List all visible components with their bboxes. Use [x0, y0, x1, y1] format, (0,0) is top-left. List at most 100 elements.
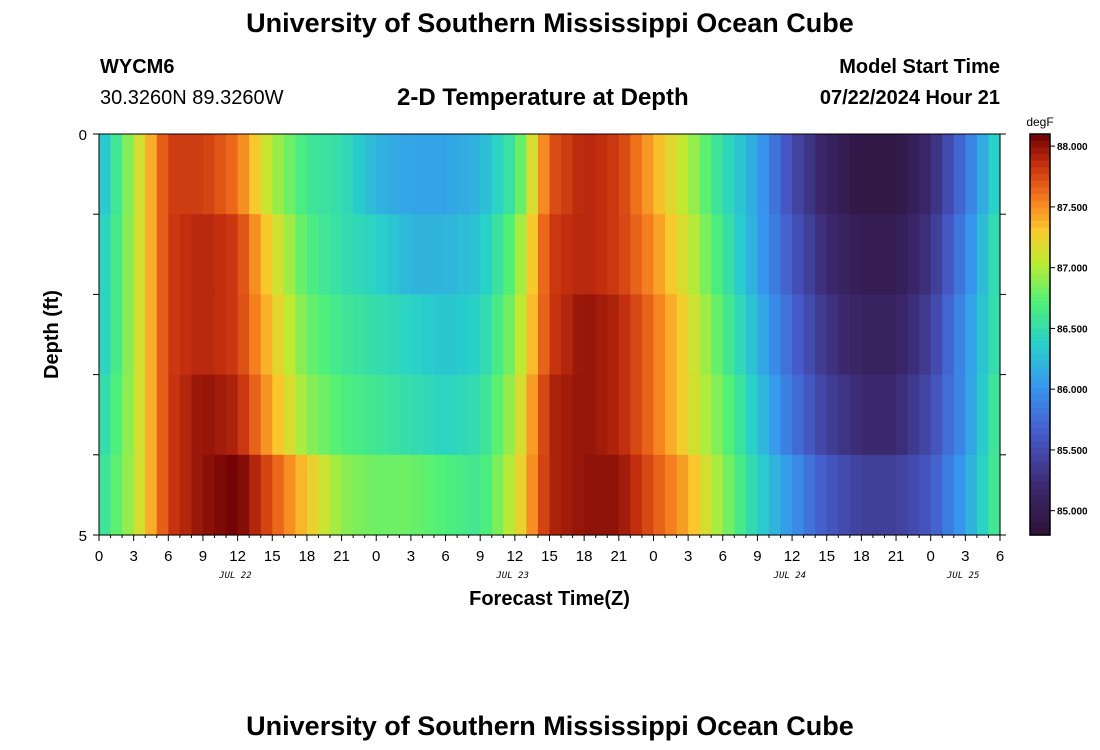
heatmap-cell [815, 134, 828, 215]
heatmap-cell [422, 454, 435, 536]
heatmap-cell [734, 214, 747, 295]
heatmap-cell [572, 214, 585, 295]
heatmap-cell [110, 214, 123, 295]
colorbar-segment [1030, 401, 1050, 409]
heatmap-cell [99, 374, 112, 456]
heatmap-cell [584, 374, 597, 456]
heatmap-cell [272, 374, 285, 456]
heatmap-cell [595, 214, 608, 295]
colorbar-segment [1030, 314, 1050, 322]
colorbar-segment [1030, 428, 1050, 436]
heatmap-cell [272, 454, 285, 536]
heatmap-cell [745, 454, 759, 536]
heatmap-cell [491, 214, 504, 295]
heatmap-cell [341, 214, 354, 295]
heatmap-cell [942, 374, 955, 456]
heatmap-cell [491, 454, 504, 536]
heatmap-cell [838, 294, 851, 376]
heatmap-cell [699, 214, 712, 295]
heatmap-cell [399, 374, 412, 456]
heatmap-cell [318, 294, 331, 376]
x-tick-label: 3 [407, 548, 415, 565]
heatmap-cell [722, 454, 735, 536]
x-tick-label: 15 [818, 548, 835, 565]
heatmap-cell [179, 134, 193, 215]
heatmap-cell [295, 134, 308, 215]
heatmap-cell [757, 134, 770, 215]
heatmap-cell [249, 374, 262, 456]
heatmap-cell [872, 134, 886, 215]
heatmap-cell [387, 294, 400, 376]
heatmap-cell [156, 294, 169, 376]
heatmap-cell [318, 454, 331, 536]
footer-title: University of Southern Mississippi Ocean… [246, 711, 854, 741]
colorbar-segment [1030, 441, 1050, 449]
colorbar-segment [1030, 421, 1050, 429]
heatmap-cell [214, 374, 227, 456]
heatmap-cell [249, 134, 262, 215]
colorbar-segment [1030, 301, 1050, 309]
heatmap-cell [734, 294, 747, 376]
heatmap-cell [653, 294, 666, 376]
heatmap-cell [179, 374, 193, 456]
colorbar-segment [1030, 281, 1050, 289]
y-tick-label: 5 [79, 528, 87, 545]
heatmap-cell [942, 134, 955, 215]
heatmap-cell [618, 454, 631, 536]
heatmap-cell [145, 294, 158, 376]
heatmap-cell [699, 134, 712, 215]
heatmap-cell [202, 454, 216, 536]
heatmap-cell [838, 454, 851, 536]
heatmap-cell [907, 134, 920, 215]
heatmap-cell [965, 214, 978, 295]
colorbar-segment [1030, 220, 1050, 229]
x-tick-label: 12 [507, 548, 524, 565]
heatmap-cell [433, 294, 447, 376]
heatmap-cell [491, 294, 504, 376]
heatmap-cell [353, 374, 366, 456]
heatmap-cell [745, 214, 759, 295]
heatmap-cell [364, 374, 377, 456]
heatmap-cell [953, 134, 966, 215]
heatmap-cell [480, 214, 493, 295]
colorbar-tick-label: 86.500 [1057, 324, 1088, 335]
heatmap-cell [849, 454, 862, 536]
heatmap-cell [457, 374, 470, 456]
heatmap-cell [191, 294, 204, 376]
heatmap-cell [757, 294, 770, 376]
heatmap-cell [237, 134, 250, 215]
heatmap-cell [561, 134, 574, 215]
heatmap-cell [353, 454, 366, 536]
heatmap-cell [480, 374, 493, 456]
colorbar-segment [1030, 227, 1050, 235]
heatmap-cell [676, 294, 689, 376]
heatmap-cell [387, 134, 400, 215]
heatmap-cell [295, 374, 308, 456]
heatmap-cell [630, 454, 643, 536]
heatmap-cell [861, 214, 874, 295]
colorbar-segment [1030, 234, 1050, 242]
heatmap-cell [815, 294, 828, 376]
heatmap-cell [896, 214, 909, 295]
colorbar-segment [1030, 287, 1050, 295]
heatmap-cell [549, 454, 562, 536]
heatmap-cell [341, 454, 354, 536]
colorbar-segment [1030, 347, 1050, 356]
heatmap-cell [988, 214, 1001, 295]
heatmap-cell [376, 294, 389, 376]
heatmap-cell [457, 134, 470, 215]
colorbar-segment [1030, 461, 1050, 469]
colorbar-segment [1030, 260, 1050, 269]
heatmap-cell [676, 454, 689, 536]
heatmap-cell [653, 134, 666, 215]
heatmap-cell [226, 214, 239, 295]
heatmap-cell [826, 134, 839, 215]
heatmap-cell [711, 454, 724, 536]
heatmap-cell [526, 454, 539, 536]
heatmap-cell [364, 134, 377, 215]
colorbar-segment [1030, 361, 1050, 369]
heatmap-cell [896, 134, 909, 215]
colorbar-segment [1030, 194, 1050, 202]
heatmap-cell [457, 214, 470, 295]
heatmap-cell [410, 134, 424, 215]
